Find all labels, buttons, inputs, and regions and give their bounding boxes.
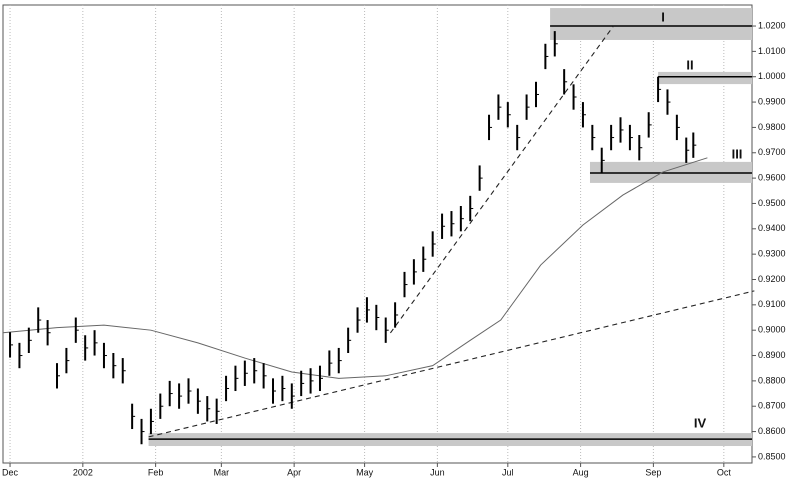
y-tick-label: 0.9400	[758, 223, 786, 233]
y-tick-label: 0.9000	[758, 325, 786, 335]
y-tick-label: 0.9800	[758, 122, 786, 132]
zone-label: III	[732, 146, 743, 161]
y-tick-label: 1.0100	[758, 46, 786, 56]
y-tick-label: 0.9600	[758, 172, 786, 182]
trend-line	[389, 25, 614, 334]
plot-frame	[2, 4, 753, 464]
y-tick-label: 0.9200	[758, 274, 786, 284]
x-tick-label: Aug	[573, 467, 589, 477]
y-tick-label: 1.0000	[758, 71, 786, 81]
moving-average	[2, 157, 708, 379]
y-tick-label: 0.9300	[758, 249, 786, 259]
x-tick-label: Jun	[430, 467, 445, 477]
y-tick-label: 0.8500	[758, 451, 786, 461]
x-tick-label: Jul	[502, 467, 514, 477]
y-tick-label: 0.8700	[758, 401, 786, 411]
y-tick-label: 1.0200	[758, 20, 786, 30]
x-tick-label: May	[356, 467, 374, 477]
x-tick-label: 2002	[73, 467, 93, 477]
x-tick-label: Oct	[717, 467, 732, 477]
trend-line	[148, 290, 755, 438]
x-tick-label: Mar	[214, 467, 230, 477]
y-tick-label: 0.8900	[758, 350, 786, 360]
x-tick-label: Feb	[148, 467, 164, 477]
zone-label: II	[686, 57, 693, 72]
y-tick-label: 0.9500	[758, 198, 786, 208]
x-tick-label: Dec	[2, 467, 19, 477]
x-tick-label: Sep	[645, 467, 661, 477]
zone-label: IV	[694, 415, 707, 430]
y-tick-label: 0.8600	[758, 426, 786, 436]
y-tick-label: 0.8800	[758, 375, 786, 385]
x-tick-label: Apr	[287, 467, 301, 477]
y-tick-label: 0.9700	[758, 147, 786, 157]
y-tick-label: 0.9900	[758, 96, 786, 106]
zone-label: I	[661, 9, 665, 24]
zone-band	[550, 8, 752, 40]
zone-band	[658, 71, 752, 85]
y-tick-label: 0.9100	[758, 299, 786, 309]
